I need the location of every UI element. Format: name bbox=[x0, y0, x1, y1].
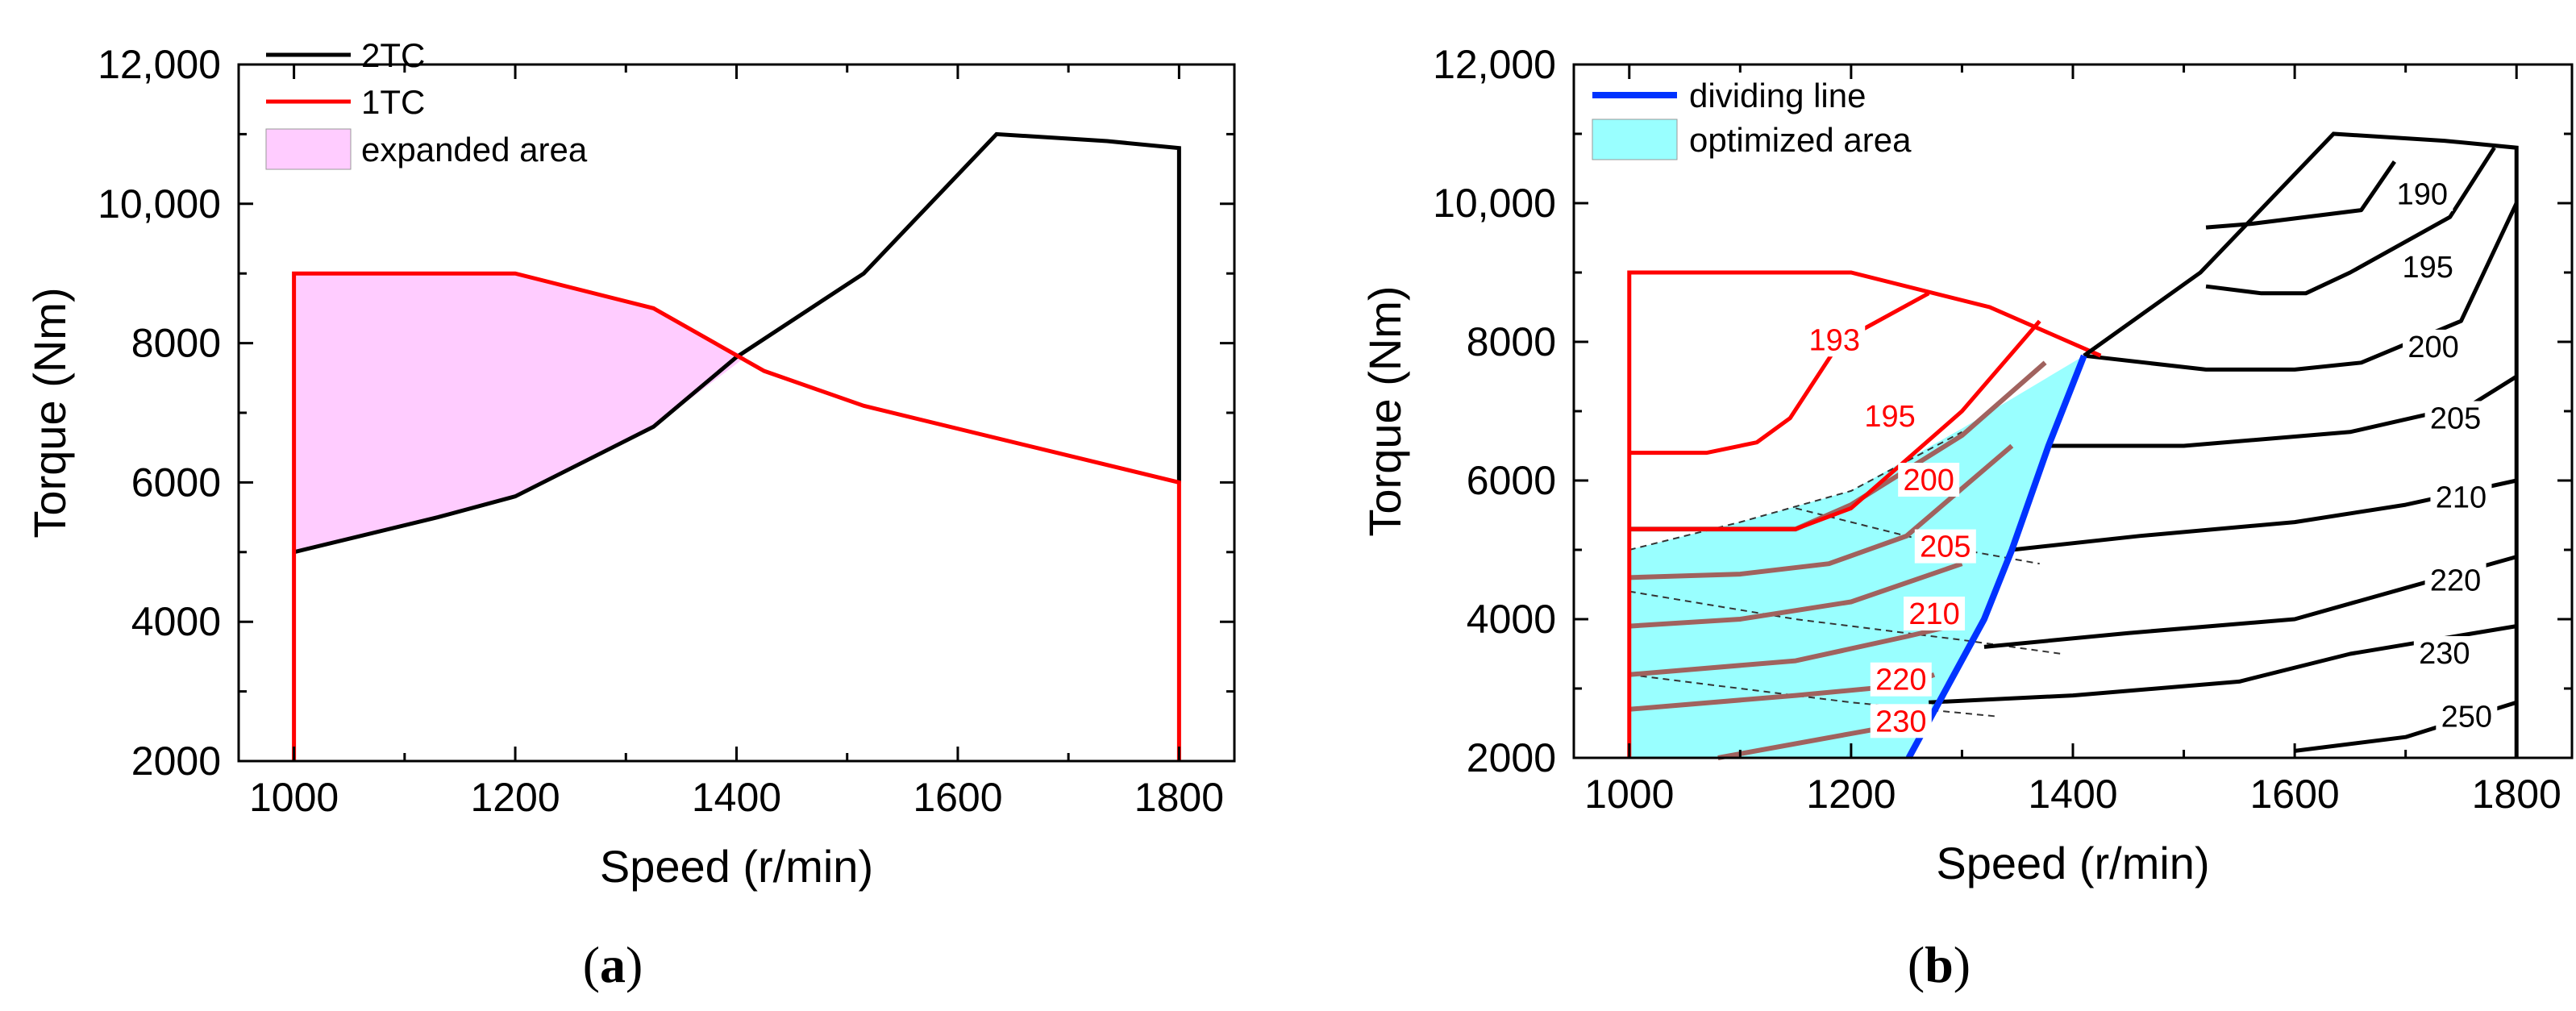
panel-b-x-tick-label: 1400 bbox=[2028, 772, 2117, 817]
expanded-area bbox=[293, 273, 746, 552]
panel-b-y-tick-label: 2000 bbox=[1467, 735, 1556, 780]
contour-label-190: 190 bbox=[2397, 178, 2448, 212]
panel-a-x-tick-label: 1800 bbox=[1134, 775, 1224, 820]
panel-a-y-tick-label: 10,000 bbox=[98, 181, 221, 227]
contour-label-grey-230: 230 bbox=[1875, 705, 1926, 738]
panel-b-y-tick-label: 8000 bbox=[1467, 319, 1556, 364]
contour-label-200: 200 bbox=[2407, 331, 2458, 364]
dashed-contour bbox=[1795, 507, 2040, 565]
boundary-2tc bbox=[2083, 131, 2519, 758]
panel-b-y-tick-label: 10,000 bbox=[1433, 181, 1556, 226]
panel-a-x-tick-label: 1400 bbox=[692, 775, 781, 820]
series-1tc bbox=[292, 271, 1181, 761]
contour-label-bg bbox=[2413, 636, 2475, 671]
panel-b-x-tick-label: 1800 bbox=[2472, 772, 2561, 817]
panel-b: 190 195 200 205 210 220 230 250 193 195 200 205 210 2… bbox=[1359, 42, 2574, 993]
contour-label-bg bbox=[2403, 329, 2465, 364]
contour-label-230: 230 bbox=[2419, 637, 2470, 671]
panel-b-x-axis-label: Speed (r/min) bbox=[1936, 838, 2209, 888]
contour-label-grey-210: 210 bbox=[1908, 597, 1959, 631]
legend-expanded-area-swatch bbox=[265, 128, 352, 170]
contour-label-205: 205 bbox=[2430, 401, 2481, 435]
panel-a-y-tick-label: 2000 bbox=[131, 738, 221, 784]
legend-optimized-area-label: optimized area bbox=[1689, 121, 1912, 159]
contour-label-bg bbox=[2424, 401, 2487, 435]
legend-dividing-line-label: dividing line bbox=[1689, 77, 1866, 114]
legend-expanded-area-label: expanded area bbox=[361, 131, 588, 168]
panel-b-panel-label: (b) bbox=[1908, 936, 1970, 993]
dashed-contour bbox=[1629, 431, 1962, 551]
contour-label-red-195: 195 bbox=[1864, 400, 1915, 434]
panel-a-y-tick-label: 4000 bbox=[131, 599, 221, 644]
contour-label-bg bbox=[2397, 250, 2459, 284]
contour-label-bg bbox=[1870, 704, 1932, 738]
contour-label-bg bbox=[2391, 177, 2453, 211]
panel-a-x-axis-label: Speed (r/min) bbox=[600, 841, 873, 892]
black-contour-195 bbox=[2205, 146, 2496, 296]
dividing-line bbox=[1905, 354, 2087, 759]
grey-contour-210 bbox=[1629, 561, 1963, 629]
contour-label-220: 220 bbox=[2430, 564, 2481, 598]
contour-label-grey-205: 205 bbox=[1920, 530, 1970, 564]
panel-b-x-tick-label: 1000 bbox=[1584, 772, 1674, 817]
panel-a-y-tick-label: 8000 bbox=[131, 321, 221, 366]
panel-a: 1000 1200 1400 1600 1800 2000 4000 6000 8000 10,0… bbox=[24, 36, 1236, 993]
contour-label-bg bbox=[2430, 480, 2492, 514]
black-contour-190 bbox=[2205, 160, 2396, 230]
contour-label-bg bbox=[2424, 563, 2487, 597]
panel-b-y-tick-label: 4000 bbox=[1467, 597, 1556, 642]
black-contour-230 bbox=[1929, 624, 2517, 705]
contour-label-bg bbox=[1898, 463, 1960, 497]
contour-label-grey-220: 220 bbox=[1875, 664, 1926, 697]
panel-a-y-tick-label: 12,000 bbox=[98, 42, 221, 87]
contour-label-bg bbox=[1804, 322, 1866, 357]
panel-a-x-tick-label: 1200 bbox=[470, 775, 560, 820]
legend-1tc-label: 1TC bbox=[361, 83, 425, 121]
legend-2tc-label: 2TC bbox=[361, 36, 425, 74]
dashed-contour bbox=[1629, 590, 2062, 655]
red-contour-195 bbox=[1629, 319, 2041, 531]
contour-label-bg bbox=[2436, 699, 2498, 734]
contour-label-bg bbox=[1904, 597, 1966, 630]
panel-b-y-tick-label: 6000 bbox=[1467, 458, 1556, 503]
contour-label-250: 250 bbox=[2441, 700, 2492, 734]
contour-label-grey-200: 200 bbox=[1903, 464, 1954, 497]
black-contour-200 bbox=[2083, 202, 2519, 372]
contour-label-bg bbox=[1870, 662, 1932, 697]
series-2tc bbox=[293, 131, 1181, 555]
contour-label-bg bbox=[1859, 398, 1921, 433]
panel-a-y-tick-label: 6000 bbox=[131, 460, 221, 505]
boundary-1tc bbox=[1627, 270, 2102, 758]
contour-label-210: 210 bbox=[2436, 481, 2487, 515]
grey-contour-205 bbox=[1629, 443, 2014, 580]
panel-a-y-axis-label: Torque (Nm) bbox=[24, 287, 75, 538]
panel-b-x-tick-label: 1600 bbox=[2249, 772, 2339, 817]
panel-a-x-tick-label: 1600 bbox=[913, 775, 1002, 820]
panel-a-panel-label: (a) bbox=[583, 936, 643, 993]
contour-label-red-193: 193 bbox=[1809, 323, 1860, 357]
legend-optimized-area-swatch bbox=[1592, 119, 1678, 160]
grey-contour-220 bbox=[1629, 623, 1952, 677]
panel-b-x-tick-label: 1200 bbox=[1806, 772, 1896, 817]
panel-a-x-tick-label: 1000 bbox=[249, 775, 339, 820]
panel-b-y-tick-label: 12,000 bbox=[1433, 42, 1556, 87]
contour-label-bg bbox=[1914, 529, 1976, 564]
contour-label-195: 195 bbox=[2402, 251, 2453, 285]
panel-b-y-axis-label: Torque (Nm) bbox=[1359, 285, 1410, 536]
optimized-area bbox=[1629, 356, 2084, 758]
black-contour-205 bbox=[2048, 374, 2518, 448]
